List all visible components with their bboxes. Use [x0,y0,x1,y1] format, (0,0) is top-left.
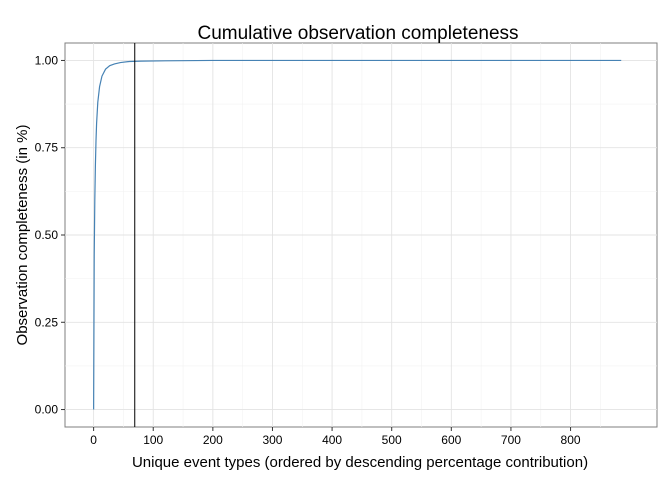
y-tick-label: 0.75 [35,141,59,155]
x-tick-label: 400 [322,433,342,447]
x-tick-label: 200 [203,433,223,447]
y-tick-label: 0.00 [35,403,59,417]
x-tick-label: 0 [90,433,97,447]
x-tick-label: 600 [441,433,461,447]
x-tick-label: 800 [561,433,581,447]
x-tick-label: 300 [262,433,282,447]
chart-title: Cumulative observation completeness [197,23,518,44]
x-axis: 0 100 200 300 400 500 600 700 800 [90,427,581,447]
y-tick-label: 1.00 [35,53,59,67]
y-tick-label: 0.50 [35,228,59,242]
series-layer [93,59,622,410]
y-axis-title: Observation completeness (in %) [14,125,31,346]
y-tick-label: 0.25 [35,315,59,329]
series-line [93,59,622,410]
x-tick-label: 100 [143,433,163,447]
y-axis: 0.00 0.25 0.50 0.75 1.00 [35,53,65,417]
x-tick-label: 700 [501,433,521,447]
x-axis-title: Unique event types (ordered by descendin… [132,454,588,471]
x-tick-label: 500 [382,433,402,447]
